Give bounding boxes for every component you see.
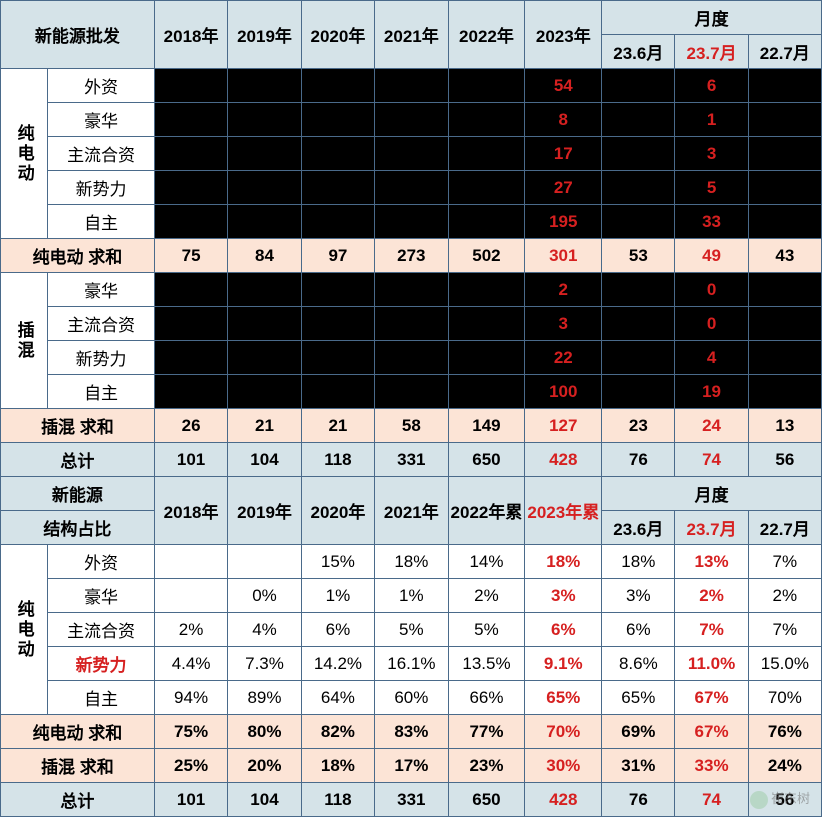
g3-r2: 主流合资 2% 4% 6% 5% 5% 6% 6% 7% 7% (1, 613, 822, 647)
g2-r3: 自主 100 19 (1, 375, 822, 409)
g1-r1: 豪华 8 1 (1, 103, 822, 137)
g3-r4: 自主 94% 89% 64% 60% 66% 65% 65% 67% 70% (1, 681, 822, 715)
g1-r2: 主流合资 17 3 (1, 137, 822, 171)
g1-r0: 纯电动 外资 54 6 (1, 69, 822, 103)
hdr-monthly: 月度 (602, 1, 822, 35)
g2-r1: 主流合资 3 0 (1, 307, 822, 341)
total2: 总计 101 104 118 331 650 428 76 74 56 (1, 783, 822, 817)
g3-r1: 豪华 0% 1% 1% 2% 3% 3% 2% 2% (1, 579, 822, 613)
g1-r1-label: 豪华 (48, 103, 155, 137)
total1: 总计 101 104 118 331 650 428 76 74 56 (1, 443, 822, 477)
hdr-2018: 2018年 (154, 1, 227, 69)
hdr-m6: 23.6月 (602, 35, 675, 69)
data-table: 新能源批发 2018年 2019年 2020年 2021年 2022年 2023… (0, 0, 822, 817)
hdr-2020: 2020年 (301, 1, 374, 69)
hdr-2019: 2019年 (228, 1, 301, 69)
g1-r0-v23: 54 (525, 69, 602, 103)
sum2-1: 插混 求和 25% 20% 18% 17% 23% 30% 31% 33% 24… (1, 749, 822, 783)
g1-vlabel: 纯电动 (1, 69, 48, 239)
sum2-0: 纯电动 求和 75% 80% 82% 83% 77% 70% 69% 67% 7… (1, 715, 822, 749)
hdr-m7: 23.7月 (675, 35, 748, 69)
g2-r2: 新势力 22 4 (1, 341, 822, 375)
hdr-m22: 22.7月 (748, 35, 821, 69)
g1-sum: 纯电动 求和 75 84 97 273 502 301 53 49 43 (1, 239, 822, 273)
g3-r0: 纯电动 外资 15% 18% 14% 18% 18% 13% 7% (1, 545, 822, 579)
g2-r0: 插混 豪华 2 0 (1, 273, 822, 307)
g1-r3: 新势力 27 5 (1, 171, 822, 205)
hdr-2023: 2023年 (525, 1, 602, 69)
hdr-2021: 2021年 (375, 1, 448, 69)
g1-r4: 自主 195 33 (1, 205, 822, 239)
hdr-2022: 2022年 (448, 1, 525, 69)
header-row-1: 新能源批发 2018年 2019年 2020年 2021年 2022年 2023… (1, 1, 822, 35)
g1-r0-m7: 6 (675, 69, 748, 103)
g3-r3: 新势力 4.4% 7.3% 14.2% 16.1% 13.5% 9.1% 8.6… (1, 647, 822, 681)
g1-r0-label: 外资 (48, 69, 155, 103)
g2-sum: 插混 求和 26 21 21 58 149 127 23 24 13 (1, 409, 822, 443)
header-col0: 新能源批发 (1, 1, 155, 69)
mid-hdr-1: 新能源 2018年 2019年 2020年 2021年 2022年累 2023年… (1, 477, 822, 511)
